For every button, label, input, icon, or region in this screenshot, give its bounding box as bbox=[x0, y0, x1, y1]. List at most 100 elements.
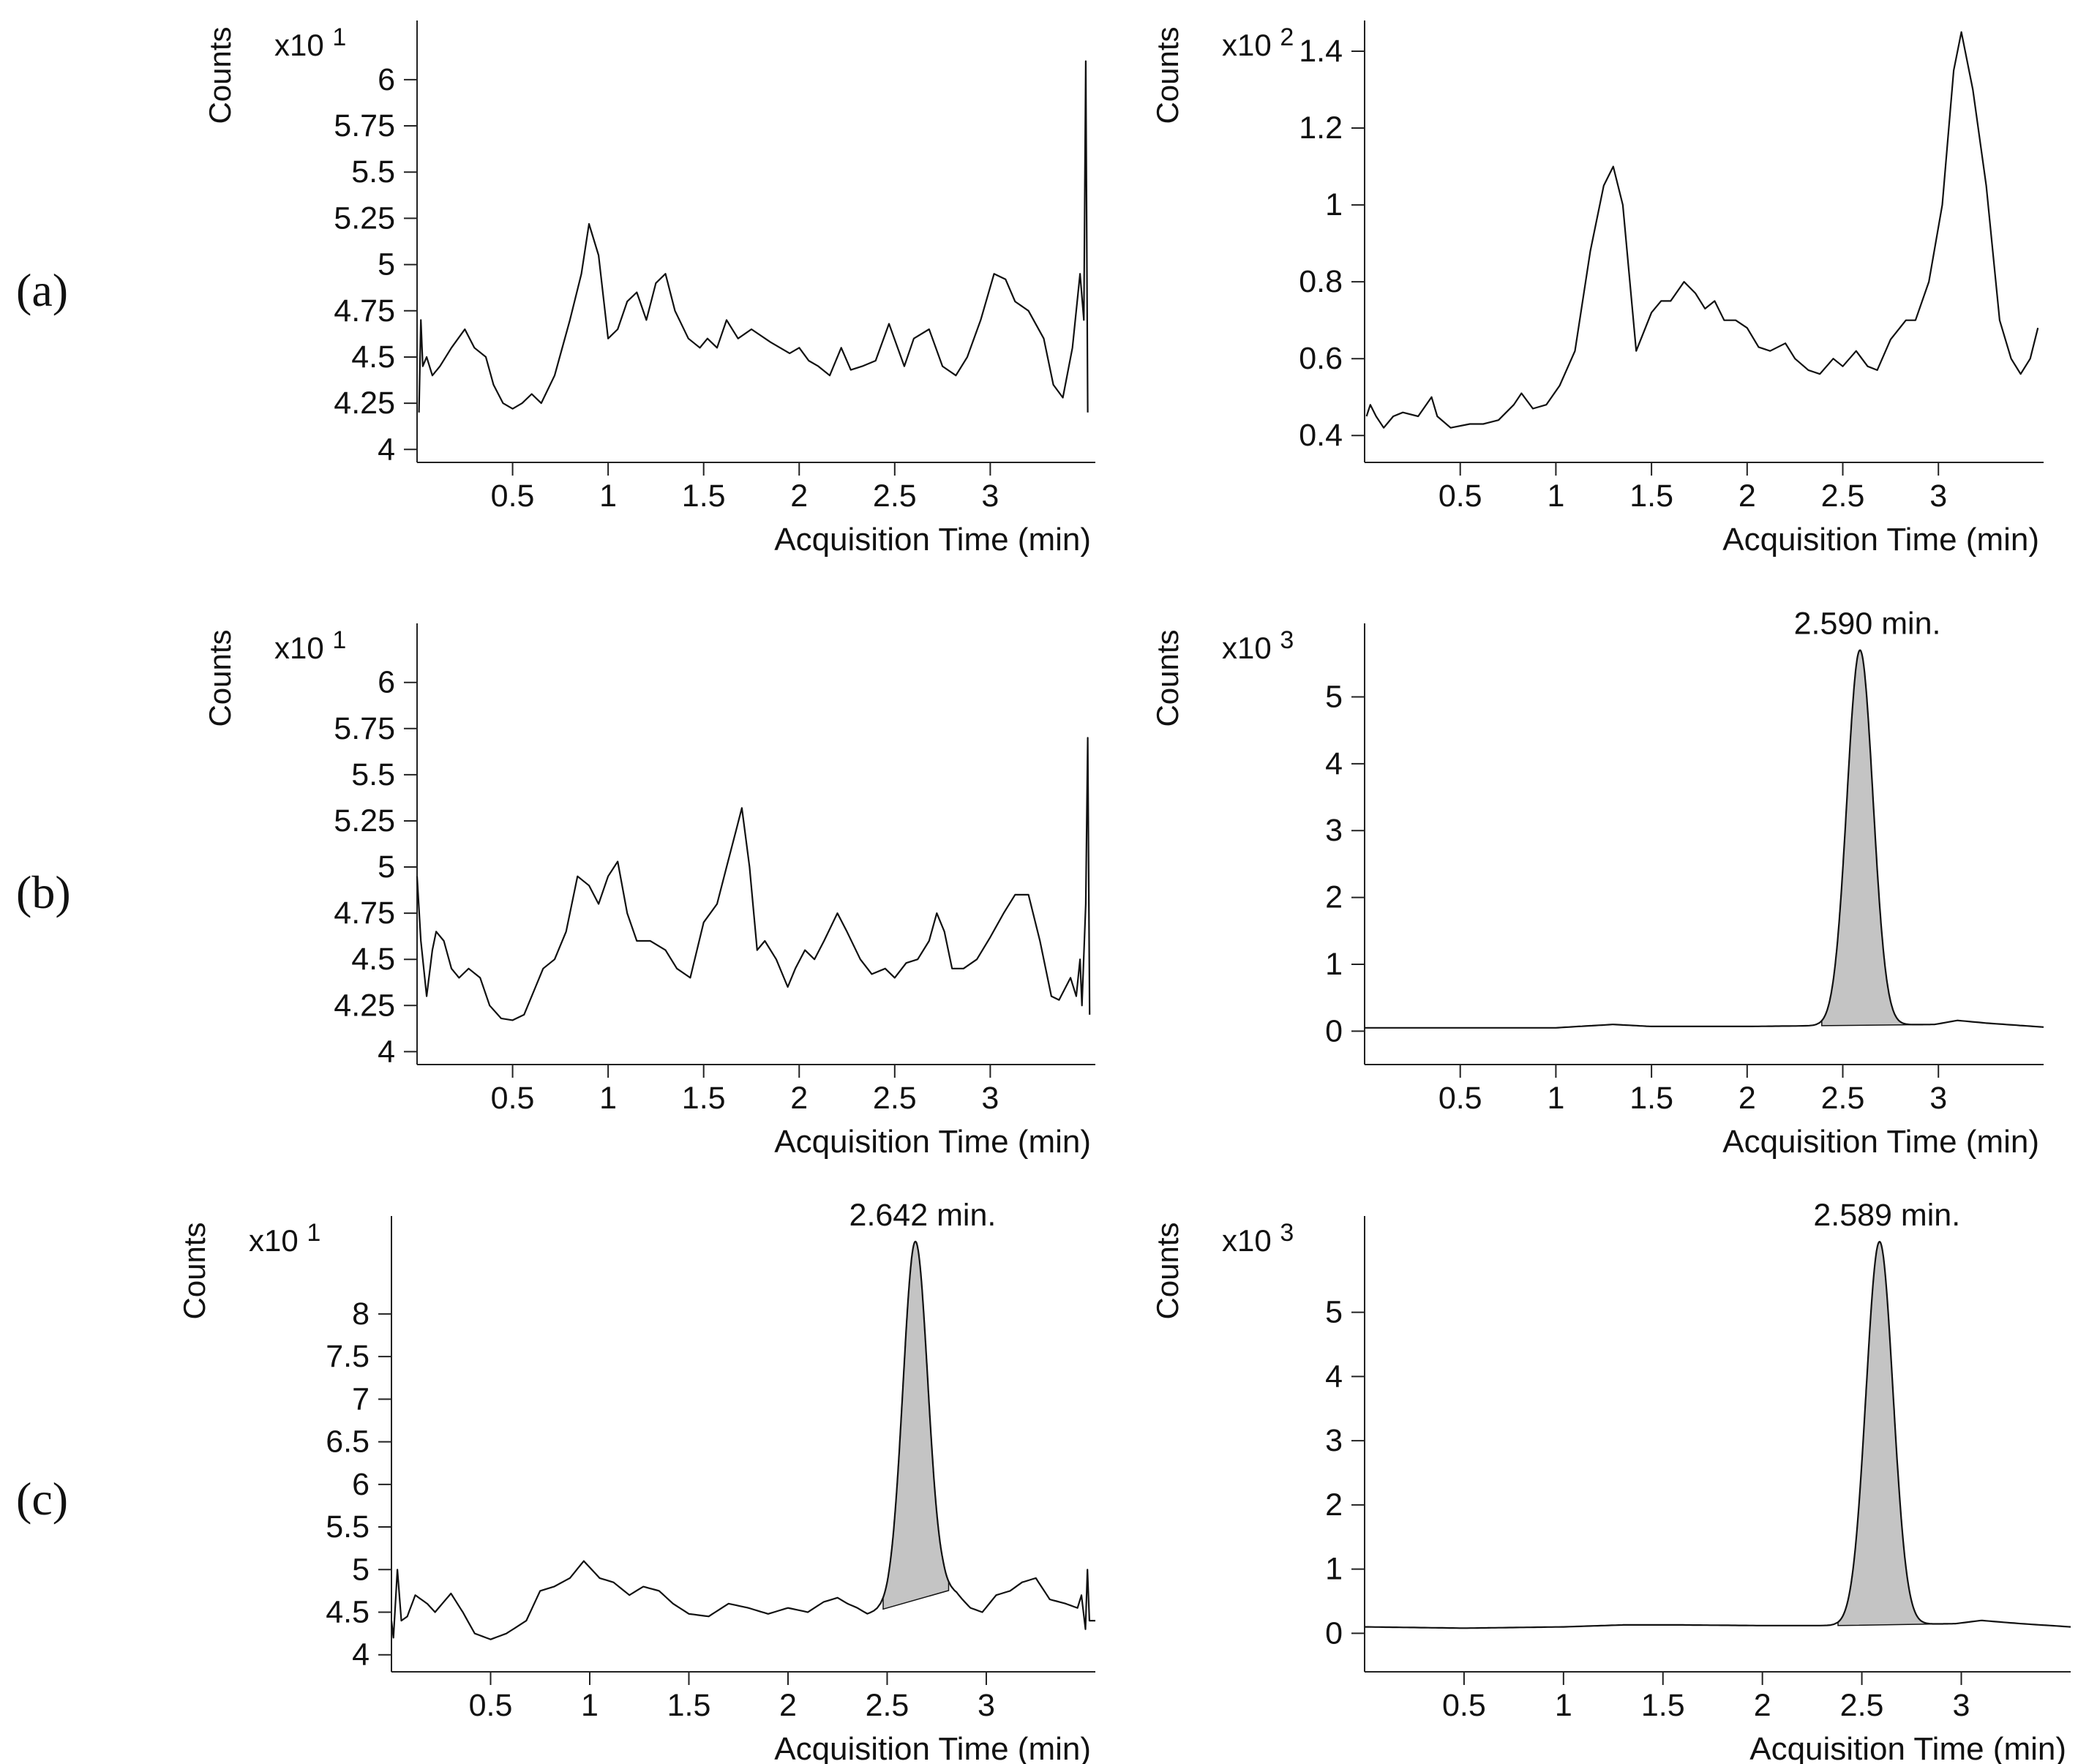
y-multiplier: x10 3 bbox=[1222, 626, 1294, 665]
y-tick-label: 0 bbox=[1325, 1615, 1343, 1651]
x-tick-label: 0.5 bbox=[491, 1081, 535, 1116]
chart-panel-2: 0.4 0.6 0.8 1 1.2 1.4 0.5 1 1.5 2 2.5 3 Acquisition … bbox=[1150, 20, 2044, 558]
x-tick-label: 3 bbox=[1929, 1081, 1947, 1116]
x-tick-label: 1 bbox=[1547, 478, 1564, 514]
chart-panel-1: 4 4.25 4.5 4.75 5 5.25 5.5 5.75 6 0.5 1 1.5 2 2.5 3 Acq… bbox=[203, 20, 1095, 558]
x-tick-label: 1 bbox=[599, 1081, 617, 1116]
x-tick-label: 2.5 bbox=[1821, 1081, 1865, 1116]
x-tick-label: 2.5 bbox=[873, 478, 917, 514]
row-label-b: (b) bbox=[16, 866, 71, 918]
row-label-c: (c) bbox=[16, 1473, 69, 1525]
x-tick-label: 3 bbox=[981, 478, 999, 514]
y-tick-label: 0 bbox=[1325, 1013, 1343, 1048]
x-tick-label: 1 bbox=[1555, 1688, 1572, 1723]
y-tick-label: 5 bbox=[378, 849, 395, 885]
x-tick-label: 2 bbox=[790, 1081, 808, 1116]
y-multiplier: x10 1 bbox=[249, 1219, 320, 1258]
y-tick-label: 4 bbox=[1325, 746, 1343, 781]
y-axis-title: Counts bbox=[203, 629, 237, 727]
x-tick-label: 2.5 bbox=[1840, 1688, 1884, 1723]
x-tick-label: 1 bbox=[581, 1688, 599, 1723]
x-tick-label: 3 bbox=[981, 1081, 999, 1116]
chromatogram-trace bbox=[1365, 1241, 2071, 1629]
chromatogram-trace bbox=[390, 1240, 1095, 1640]
y-axis-title: Counts bbox=[1150, 1222, 1185, 1319]
chromatogram-trace bbox=[416, 737, 1091, 1021]
y-tick-label: 1.4 bbox=[1299, 34, 1343, 69]
x-tick-label: 1.5 bbox=[1629, 478, 1673, 514]
x-tick-label: 0.5 bbox=[491, 478, 535, 514]
y-multiplier: x10 2 bbox=[1222, 23, 1294, 62]
chromatogram-trace bbox=[418, 60, 1089, 413]
integrated-peak-area bbox=[882, 1241, 950, 1610]
x-axis-title: Acquisition Time (min) bbox=[1749, 1731, 2066, 1764]
x-tick-label: 1.5 bbox=[1641, 1688, 1685, 1723]
y-tick-label: 4 bbox=[352, 1637, 370, 1673]
x-tick-label: 1.5 bbox=[682, 478, 726, 514]
y-tick-label: 0.4 bbox=[1299, 418, 1343, 453]
y-axis-title: Counts bbox=[1150, 629, 1185, 727]
y-tick-label: 5 bbox=[352, 1552, 370, 1587]
y-tick-label: 5.75 bbox=[334, 108, 395, 143]
x-tick-label: 0.5 bbox=[1439, 1081, 1482, 1116]
y-tick-label: 4.75 bbox=[334, 293, 395, 329]
x-axis-title: Acquisition Time (min) bbox=[1722, 522, 2039, 558]
y-multiplier: x10 1 bbox=[274, 23, 346, 62]
y-tick-label: 5 bbox=[378, 247, 395, 282]
x-tick-label: 2 bbox=[779, 1688, 797, 1723]
y-tick-label: 6 bbox=[378, 62, 395, 97]
x-tick-label: 3 bbox=[978, 1688, 995, 1723]
chart-panel-4: 0 1 2 3 4 5 0.5 1 1.5 2 2.5 3 Acquisition Time (min)… bbox=[1150, 607, 2044, 1160]
y-tick-label: 6.5 bbox=[326, 1425, 370, 1460]
y-tick-label: 0.8 bbox=[1299, 264, 1343, 299]
y-axis-title: Counts bbox=[177, 1222, 211, 1319]
y-tick-label: 1 bbox=[1325, 1552, 1343, 1587]
x-tick-label: 2.5 bbox=[866, 1688, 909, 1723]
y-tick-label: 5.25 bbox=[334, 803, 395, 838]
y-multiplier: x10 1 bbox=[274, 626, 346, 665]
x-tick-label: 1 bbox=[599, 478, 617, 514]
peak-annotation: 2.589 min. bbox=[1813, 1198, 1960, 1233]
x-tick-label: 3 bbox=[1929, 478, 1947, 514]
y-tick-label: 4.25 bbox=[334, 386, 395, 421]
y-tick-label: 4 bbox=[378, 432, 395, 467]
chromatogram-trace bbox=[1365, 649, 2044, 1029]
x-tick-label: 0.5 bbox=[469, 1688, 513, 1723]
y-tick-label: 5 bbox=[1325, 1295, 1343, 1330]
peak-annotation: 2.590 min. bbox=[1794, 607, 1941, 642]
row-label-a: (a) bbox=[16, 264, 69, 316]
x-axis-title: Acquisition Time (min) bbox=[774, 1731, 1091, 1764]
y-tick-label: 4 bbox=[1325, 1359, 1343, 1394]
y-tick-label: 3 bbox=[1325, 813, 1343, 848]
x-tick-label: 2 bbox=[790, 478, 808, 514]
x-tick-label: 1 bbox=[1547, 1081, 1564, 1116]
x-tick-label: 2 bbox=[1738, 1081, 1756, 1116]
integrated-peak-area bbox=[1821, 649, 1935, 1027]
y-tick-label: 4.5 bbox=[351, 339, 395, 375]
x-axis-title: Acquisition Time (min) bbox=[774, 522, 1091, 558]
y-tick-label: 4.75 bbox=[334, 896, 395, 931]
y-tick-label: 7.5 bbox=[326, 1339, 370, 1374]
y-tick-label: 7 bbox=[352, 1381, 370, 1416]
y-tick-label: 6 bbox=[352, 1467, 370, 1502]
x-axis-title: Acquisition Time (min) bbox=[1722, 1124, 2039, 1160]
x-tick-label: 1.5 bbox=[682, 1081, 726, 1116]
y-tick-label: 4.5 bbox=[326, 1594, 370, 1629]
y-tick-label: 5.75 bbox=[334, 711, 395, 746]
y-tick-label: 4 bbox=[378, 1034, 395, 1069]
y-tick-label: 5.5 bbox=[351, 154, 395, 189]
x-tick-label: 3 bbox=[1953, 1688, 1970, 1723]
y-tick-label: 5.5 bbox=[326, 1509, 370, 1545]
x-tick-label: 2.5 bbox=[1821, 478, 1865, 514]
y-tick-label: 1.2 bbox=[1299, 110, 1343, 146]
y-tick-label: 5 bbox=[1325, 680, 1343, 715]
y-tick-label: 5.25 bbox=[334, 200, 395, 236]
y-multiplier: x10 3 bbox=[1222, 1219, 1294, 1258]
y-tick-label: 6 bbox=[378, 665, 395, 700]
chart-panel-3: 4 4.25 4.5 4.75 5 5.25 5.5 5.75 6 0.5 1 1.5 2 2.5 3 Acq… bbox=[203, 623, 1095, 1160]
y-axis-title: Counts bbox=[203, 26, 237, 124]
y-tick-label: 1 bbox=[1325, 947, 1343, 982]
chromatogram-trace bbox=[1365, 31, 2039, 429]
x-tick-label: 0.5 bbox=[1439, 478, 1482, 514]
